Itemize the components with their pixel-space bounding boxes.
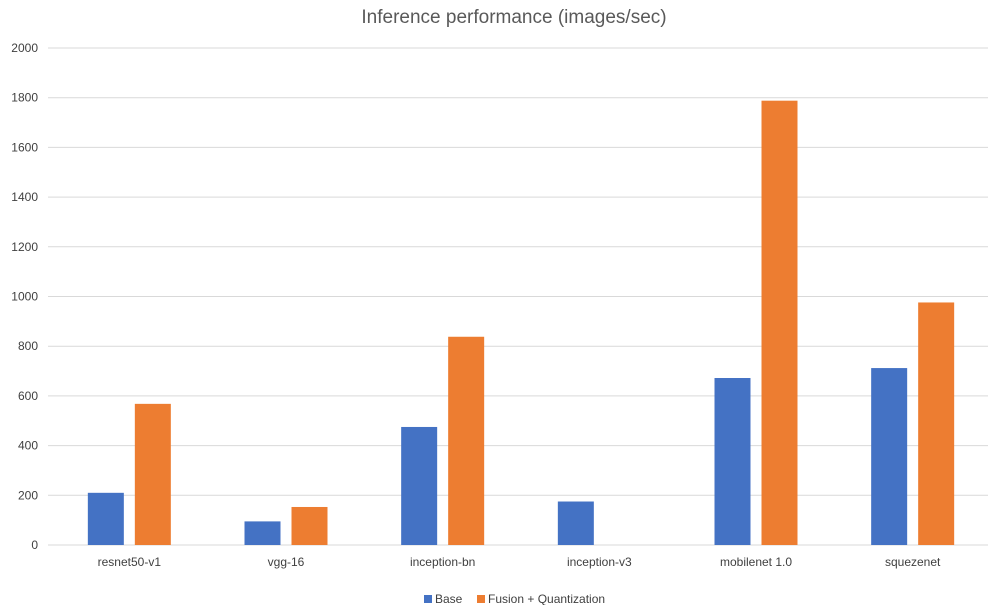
- legend-swatch-0: [424, 595, 432, 603]
- bar-base-4: [714, 378, 751, 545]
- y-tick-label-9: 1800: [11, 91, 38, 105]
- x-tick-label-0: resnet50-v1: [98, 555, 162, 569]
- x-tick-label-1: vgg-16: [268, 555, 305, 569]
- y-tick-label-3: 600: [18, 389, 38, 403]
- bar-base-3: [557, 501, 594, 545]
- y-tick-label-5: 1000: [11, 290, 38, 304]
- x-tick-label-5: squezenet: [885, 555, 941, 569]
- legend: Base Fusion + Quantization: [424, 592, 605, 605]
- bar-base-5: [871, 368, 908, 545]
- gridlines: [48, 47, 988, 546]
- bar-fusion-quantization-0: [134, 403, 171, 545]
- y-axis-ticks: 0 200 400 600 800 1000 1200 1400 1600 1800 2000: [11, 41, 38, 552]
- x-tick-label-3: inception-v3: [567, 555, 632, 569]
- y-tick-label-1: 200: [18, 488, 38, 502]
- bar-fusion-quantization-4: [761, 100, 798, 545]
- bar-base-0: [87, 492, 124, 545]
- y-tick-label-4: 800: [18, 339, 38, 353]
- bar-fusion-quantization-5: [918, 302, 955, 545]
- y-tick-label-6: 1200: [11, 240, 38, 254]
- x-axis-labels: resnet50-v1 vgg-16 inception-bn inception-v…: [98, 555, 941, 569]
- bar-base-1: [244, 521, 281, 545]
- y-tick-label-0: 0: [31, 538, 38, 552]
- y-tick-label-8: 1600: [11, 140, 38, 154]
- legend-label-0: Base: [435, 592, 463, 605]
- bar-fusion-quantization-2: [448, 336, 485, 545]
- y-tick-label-7: 1400: [11, 190, 38, 204]
- bar-fusion-quantization-1: [291, 506, 328, 545]
- bar-base-2: [401, 426, 438, 545]
- chart-title: Inference performance (images/sec): [361, 7, 666, 28]
- y-tick-label-10: 2000: [11, 41, 38, 55]
- legend-swatch-1: [477, 595, 485, 603]
- x-tick-label-4: mobilenet 1.0: [720, 555, 792, 569]
- bars: [87, 100, 955, 545]
- y-tick-label-2: 400: [18, 439, 38, 453]
- x-tick-label-2: inception-bn: [410, 555, 475, 569]
- legend-label-1: Fusion + Quantization: [488, 592, 605, 605]
